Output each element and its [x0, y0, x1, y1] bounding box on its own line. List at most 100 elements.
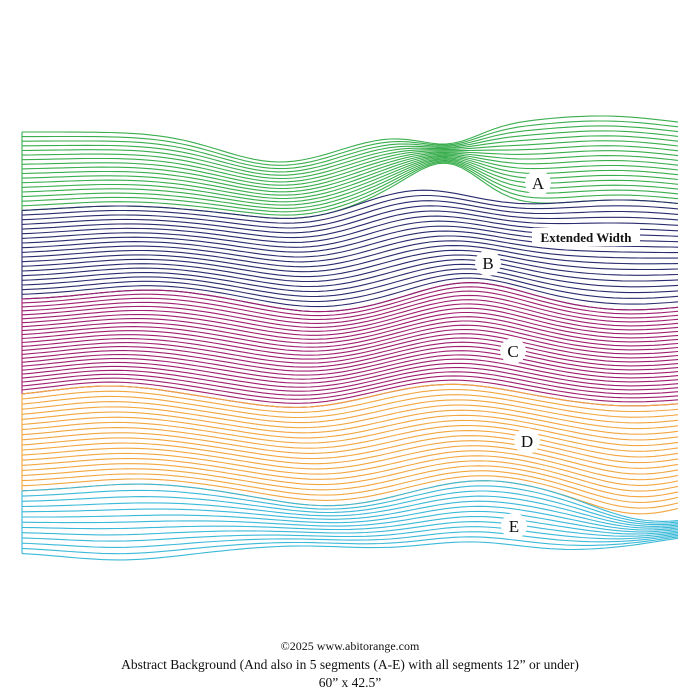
wave-line — [21, 153, 679, 193]
segment-a-label: A — [532, 174, 545, 193]
wave-line — [21, 440, 679, 469]
wave-line — [22, 505, 679, 531]
wave-line — [21, 526, 679, 542]
wave-line — [21, 161, 679, 216]
wave-line — [21, 135, 679, 176]
wave-line — [21, 495, 679, 527]
wave-line — [21, 394, 679, 419]
segment-d-label: D — [521, 432, 533, 451]
wave-line — [21, 480, 679, 522]
wave-line — [21, 194, 679, 224]
wave-line — [21, 268, 679, 298]
wave-line — [21, 299, 679, 328]
wave-line — [21, 521, 679, 537]
wave-line — [21, 210, 679, 239]
wave-line — [21, 282, 679, 313]
wave-line — [21, 245, 679, 273]
wave-line — [21, 531, 679, 548]
extended-width-label-bg — [532, 228, 640, 246]
wave-line — [21, 460, 679, 492]
segment-a-badge — [525, 170, 551, 196]
wave-line — [21, 375, 679, 400]
extended-width-label: Extended Width — [541, 230, 633, 245]
segment-e-lines — [21, 480, 679, 561]
segment-e-badge — [501, 513, 527, 539]
wave-line — [21, 515, 679, 535]
segment-d-badge — [514, 428, 540, 454]
wave-line — [21, 200, 679, 229]
wave-line — [21, 189, 679, 219]
wave-line — [21, 367, 679, 392]
wave-line — [21, 277, 679, 308]
wave-line — [21, 455, 679, 486]
wave-line — [21, 263, 679, 293]
wave-line — [21, 379, 679, 404]
segment-labels: A B C D E Extended Width — [475, 170, 640, 539]
wave-line — [21, 341, 679, 368]
wave-line — [21, 333, 679, 360]
wave-line — [21, 150, 679, 186]
wave-line — [22, 130, 679, 173]
wave-line — [22, 120, 679, 166]
wave-line — [21, 307, 679, 336]
copyright-notice: ©2025 www.abitorange.com — [280, 639, 420, 653]
wave-line — [21, 156, 679, 203]
wave-line — [21, 272, 679, 303]
wave-line — [21, 354, 679, 380]
wave-line — [21, 419, 679, 447]
wave-line — [21, 328, 679, 356]
wave-line — [21, 294, 679, 324]
wave-line — [21, 399, 679, 424]
wave-line — [21, 358, 679, 384]
wave-line — [22, 125, 679, 170]
wave-line — [21, 465, 679, 498]
wave-line — [21, 424, 679, 452]
segment-c-badge — [500, 338, 526, 364]
wave-line — [21, 435, 679, 464]
wave-line — [21, 490, 679, 526]
wave-line — [21, 259, 679, 288]
wave-line — [22, 115, 679, 163]
wave-line — [21, 140, 679, 180]
wave-line — [21, 154, 679, 196]
wave-line — [21, 470, 679, 503]
wave-line — [21, 324, 679, 352]
wave-line — [21, 311, 679, 340]
wave-line — [21, 404, 679, 430]
wave-line — [21, 350, 679, 376]
wave-line — [21, 249, 679, 278]
pattern-title: Abstract Background (And also in 5 segme… — [121, 657, 579, 672]
segment-c-label: C — [507, 342, 518, 361]
segment-b-badge — [475, 250, 501, 276]
wave-line — [21, 409, 679, 435]
wave-line — [21, 254, 679, 283]
pattern-dimensions: 60” x 42.5” — [318, 675, 382, 690]
segment-e-label: E — [509, 517, 519, 536]
wave-bands — [21, 115, 679, 561]
wave-line — [21, 152, 679, 190]
segment-d-lines — [21, 383, 679, 515]
wave-line — [21, 414, 679, 441]
wave-line — [21, 160, 679, 213]
wave-line — [21, 320, 679, 348]
segment-c-lines — [21, 282, 679, 408]
wave-line — [21, 155, 679, 200]
segment-a-lines — [21, 115, 679, 219]
wave-line — [21, 240, 678, 268]
wave-line — [21, 475, 679, 509]
wave-line — [21, 510, 679, 533]
wave-line — [21, 485, 679, 524]
wave-line — [21, 316, 679, 344]
wave-line — [21, 286, 679, 317]
wave-line — [21, 145, 679, 183]
wave-line — [21, 205, 679, 234]
wave-line — [21, 362, 679, 388]
wave-line — [21, 450, 679, 481]
wave-line — [21, 383, 679, 408]
wave-line — [21, 430, 679, 458]
wave-line — [21, 290, 679, 321]
wave-line — [21, 383, 679, 408]
segment-b-lines — [21, 189, 679, 313]
wave-line — [21, 235, 678, 263]
